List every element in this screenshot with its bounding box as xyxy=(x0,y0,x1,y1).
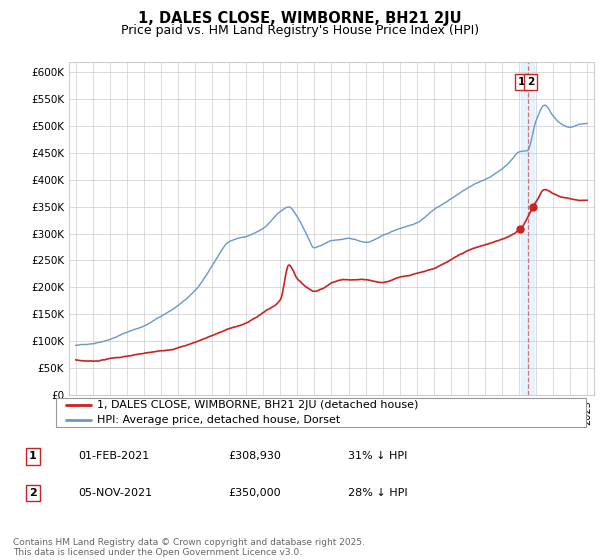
Text: 01-FEB-2021: 01-FEB-2021 xyxy=(78,451,149,461)
Text: £350,000: £350,000 xyxy=(228,488,281,498)
Text: HPI: Average price, detached house, Dorset: HPI: Average price, detached house, Dors… xyxy=(97,414,340,424)
Bar xyxy=(521,62,535,395)
Text: 2: 2 xyxy=(29,488,37,498)
Text: 31% ↓ HPI: 31% ↓ HPI xyxy=(348,451,407,461)
Text: 1: 1 xyxy=(518,77,525,87)
Text: 1: 1 xyxy=(29,451,37,461)
Text: 28% ↓ HPI: 28% ↓ HPI xyxy=(348,488,407,498)
FancyBboxPatch shape xyxy=(56,398,586,427)
Text: 2: 2 xyxy=(527,77,534,87)
Text: 1, DALES CLOSE, WIMBORNE, BH21 2JU: 1, DALES CLOSE, WIMBORNE, BH21 2JU xyxy=(138,11,462,26)
Text: 1, DALES CLOSE, WIMBORNE, BH21 2JU (detached house): 1, DALES CLOSE, WIMBORNE, BH21 2JU (deta… xyxy=(97,400,418,410)
Text: £308,930: £308,930 xyxy=(228,451,281,461)
Text: Contains HM Land Registry data © Crown copyright and database right 2025.
This d: Contains HM Land Registry data © Crown c… xyxy=(13,538,365,557)
Text: Price paid vs. HM Land Registry's House Price Index (HPI): Price paid vs. HM Land Registry's House … xyxy=(121,24,479,36)
Text: 05-NOV-2021: 05-NOV-2021 xyxy=(78,488,152,498)
